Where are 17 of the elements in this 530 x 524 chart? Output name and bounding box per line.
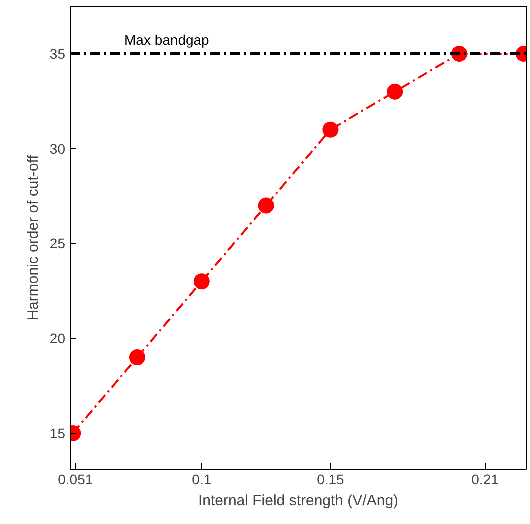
ref-line-label: Max bandgap xyxy=(124,32,210,48)
y-tick-label: 25 xyxy=(50,236,66,252)
y-tick-label: 35 xyxy=(50,46,66,62)
point xyxy=(387,84,404,100)
x-tick-label: 0.1 xyxy=(192,472,212,488)
point xyxy=(322,122,339,138)
point xyxy=(194,274,210,290)
y-axis-title: Harmonic order of cut-off xyxy=(24,154,42,321)
y-tick-label: 15 xyxy=(50,425,66,442)
x-tick-label: 0.15 xyxy=(317,472,345,488)
y-tick-label: 30 xyxy=(50,140,66,157)
point xyxy=(258,198,274,214)
x-tick-label: 0.21 xyxy=(472,472,500,488)
point xyxy=(129,350,146,366)
x-tick-label: 0.051 xyxy=(58,472,94,488)
x-axis-title: Internal Field strength (V/Ang) xyxy=(198,492,399,510)
y-tick-label: 20 xyxy=(50,330,66,347)
